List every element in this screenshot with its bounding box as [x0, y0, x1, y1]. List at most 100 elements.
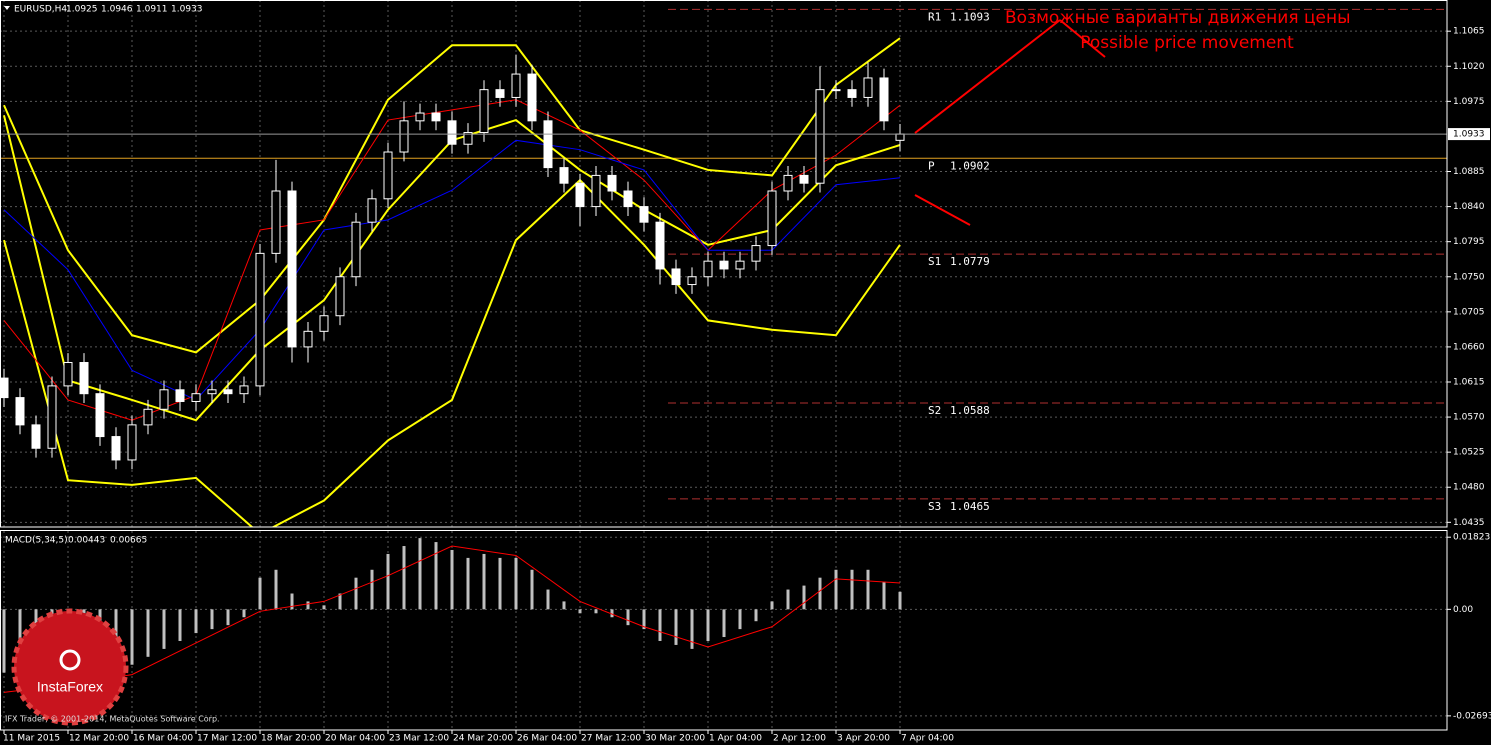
indicator-line	[3, 139, 901, 401]
macd-title: MACD(5,34,5)	[5, 536, 68, 546]
candle-body	[543, 120, 553, 169]
y-tick-label: 1.0750	[1453, 272, 1485, 282]
candle-body	[15, 397, 25, 426]
macd-bar	[866, 569, 870, 610]
candle-body	[79, 362, 89, 395]
candle-body	[815, 89, 825, 184]
candle-body	[207, 389, 217, 395]
last-price-box	[1448, 128, 1490, 141]
arrow-down	[914, 194, 971, 226]
pivot-value: 1.1093	[950, 10, 990, 23]
indicator-line	[3, 37, 901, 354]
candle-body	[143, 408, 153, 426]
y-tick-label: 1.0525	[1453, 448, 1485, 458]
candle-body	[0, 377, 9, 399]
price-frame	[0, 0, 1448, 528]
arrows	[914, 19, 1106, 226]
macd-bar	[786, 589, 790, 610]
candle-body	[479, 89, 489, 134]
candle-body	[319, 315, 329, 332]
candle-body	[351, 221, 361, 278]
macd-signal	[3, 545, 901, 693]
macd-bar	[578, 609, 582, 614]
candle-body	[687, 276, 697, 286]
annotation-ru: Возможные варианты движения цены	[1005, 8, 1351, 28]
y-tick-label: 0.01823	[1453, 533, 1490, 543]
candle-body	[271, 190, 281, 254]
candle-body	[655, 221, 665, 270]
indicator-line	[3, 99, 901, 421]
x-tick-label: 18 Mar 20:00	[261, 734, 321, 744]
macd-bar	[562, 601, 566, 610]
macd-bar	[834, 569, 838, 610]
macd-bar	[338, 593, 342, 610]
macd-bar	[514, 557, 518, 610]
macd-bar	[386, 553, 390, 610]
candle-body	[831, 89, 841, 92]
x-tick-label: 1 Apr 04:00	[709, 734, 762, 744]
x-tick-label: 30 Mar 20:00	[645, 734, 705, 744]
macd-bar	[802, 585, 806, 610]
macd-bar	[242, 609, 246, 618]
macd-bar	[882, 581, 886, 610]
candle-body	[623, 190, 633, 208]
y-tick-label: 1.0795	[1453, 237, 1485, 247]
price-panel: R1 1.1093 P 1.0902 S1 1.0779 S2 1.0588 S3 1.0465	[0, 0, 1447, 527]
x-tick-label: 7 Apr 04:00	[901, 734, 954, 744]
annotation-en: Possible price movement	[1080, 33, 1294, 53]
macd-bar	[818, 577, 822, 610]
macd-bar	[770, 601, 774, 610]
x-tick-label: 24 Mar 20:00	[453, 734, 513, 744]
pivot-value: 1.0588	[950, 404, 990, 417]
candle-body	[847, 89, 857, 98]
x-tick-label: 23 Mar 12:00	[389, 734, 449, 744]
candle-body	[415, 112, 425, 122]
pivot-name: P	[928, 159, 935, 172]
candle-body	[47, 385, 57, 449]
candle-body	[863, 77, 873, 98]
macd-bar	[402, 546, 406, 610]
macd-bar	[722, 609, 726, 638]
indicator-line	[3, 178, 901, 527]
macd-bar	[450, 549, 454, 610]
macd-bar	[658, 609, 662, 641]
pivot-value: 1.0902	[950, 159, 990, 172]
x-tick-label: 20 Mar 04:00	[325, 734, 385, 744]
symbol: EURUSD,H4	[14, 5, 67, 15]
macd-bar	[146, 609, 150, 657]
candle-body	[751, 245, 761, 262]
x-tick-label: 26 Mar 04:00	[517, 734, 577, 744]
y-tick-label: 1.0435	[1453, 518, 1485, 528]
candle-body	[719, 260, 729, 270]
candle-body	[303, 330, 313, 348]
candle-body	[255, 252, 265, 387]
macd-bar	[850, 569, 854, 610]
macd-bar	[754, 609, 758, 622]
macd-bar	[690, 609, 694, 649]
candle-body	[127, 424, 137, 461]
x-tick-label: 2 Apr 12:00	[773, 734, 826, 744]
arrow-up-head	[1059, 19, 1106, 58]
menu-arrow[interactable]	[4, 6, 10, 10]
macd-bar	[706, 609, 710, 641]
candle-body	[111, 436, 121, 461]
y-tick-label: 1.1020	[1453, 62, 1485, 72]
macd-bar	[466, 557, 470, 610]
pivot-name: S1	[928, 255, 941, 268]
macd-bar	[226, 609, 230, 626]
macd-bar	[674, 609, 678, 645]
logo-badge	[11, 608, 129, 726]
candle-body	[287, 190, 297, 348]
macd-bar	[434, 542, 438, 610]
y-tick-label: 1.0975	[1453, 97, 1485, 107]
macd-main-value: 0.00443	[68, 536, 105, 546]
candle-body	[575, 182, 585, 208]
candle-body	[895, 133, 905, 141]
macd-bar	[290, 593, 294, 610]
candle-body	[399, 120, 409, 153]
macd-bar	[610, 609, 614, 618]
macd-bar	[258, 577, 262, 610]
ohlc-open: 1.0925	[66, 5, 98, 15]
